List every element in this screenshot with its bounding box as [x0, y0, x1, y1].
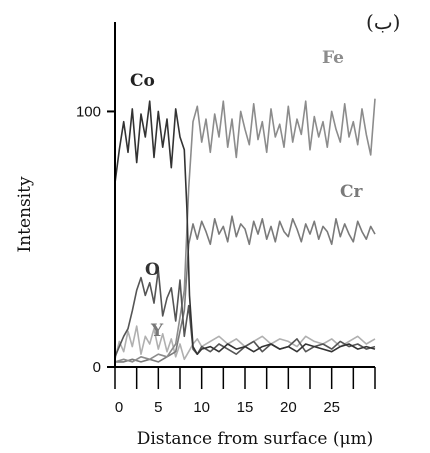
- x-tick-label: 15: [237, 399, 254, 416]
- series-line-cr: [115, 215, 376, 363]
- figure-panel-label: (ب): [366, 10, 401, 34]
- plot-area: [114, 98, 376, 363]
- series-label-o: O: [145, 260, 160, 280]
- x-axis-title: Distance from surface (μm): [137, 429, 374, 449]
- series-label-y: Y: [150, 321, 164, 341]
- series-label-co: Co: [130, 71, 155, 91]
- series-label-fe: Fe: [322, 48, 344, 68]
- x-tick-label: 10: [193, 399, 210, 416]
- x-tick-label: 5: [154, 399, 162, 416]
- y-tick-label: 100: [76, 103, 101, 120]
- x-tick-label: 25: [323, 399, 340, 416]
- series-labels: Co Fe Cr O Y: [130, 48, 364, 341]
- y-tick-label: 0: [93, 359, 101, 376]
- series-label-cr: Cr: [340, 182, 364, 202]
- x-tick-label: 20: [280, 399, 297, 416]
- x-tick-label: 0: [115, 399, 123, 416]
- y-axis-title: Intensity: [15, 176, 35, 252]
- axes: 0 5 10 15 20 25 0 100 Distance from surface (μm)…: [15, 22, 376, 449]
- series-line-o: [114, 269, 376, 358]
- series-line-co: [114, 100, 376, 355]
